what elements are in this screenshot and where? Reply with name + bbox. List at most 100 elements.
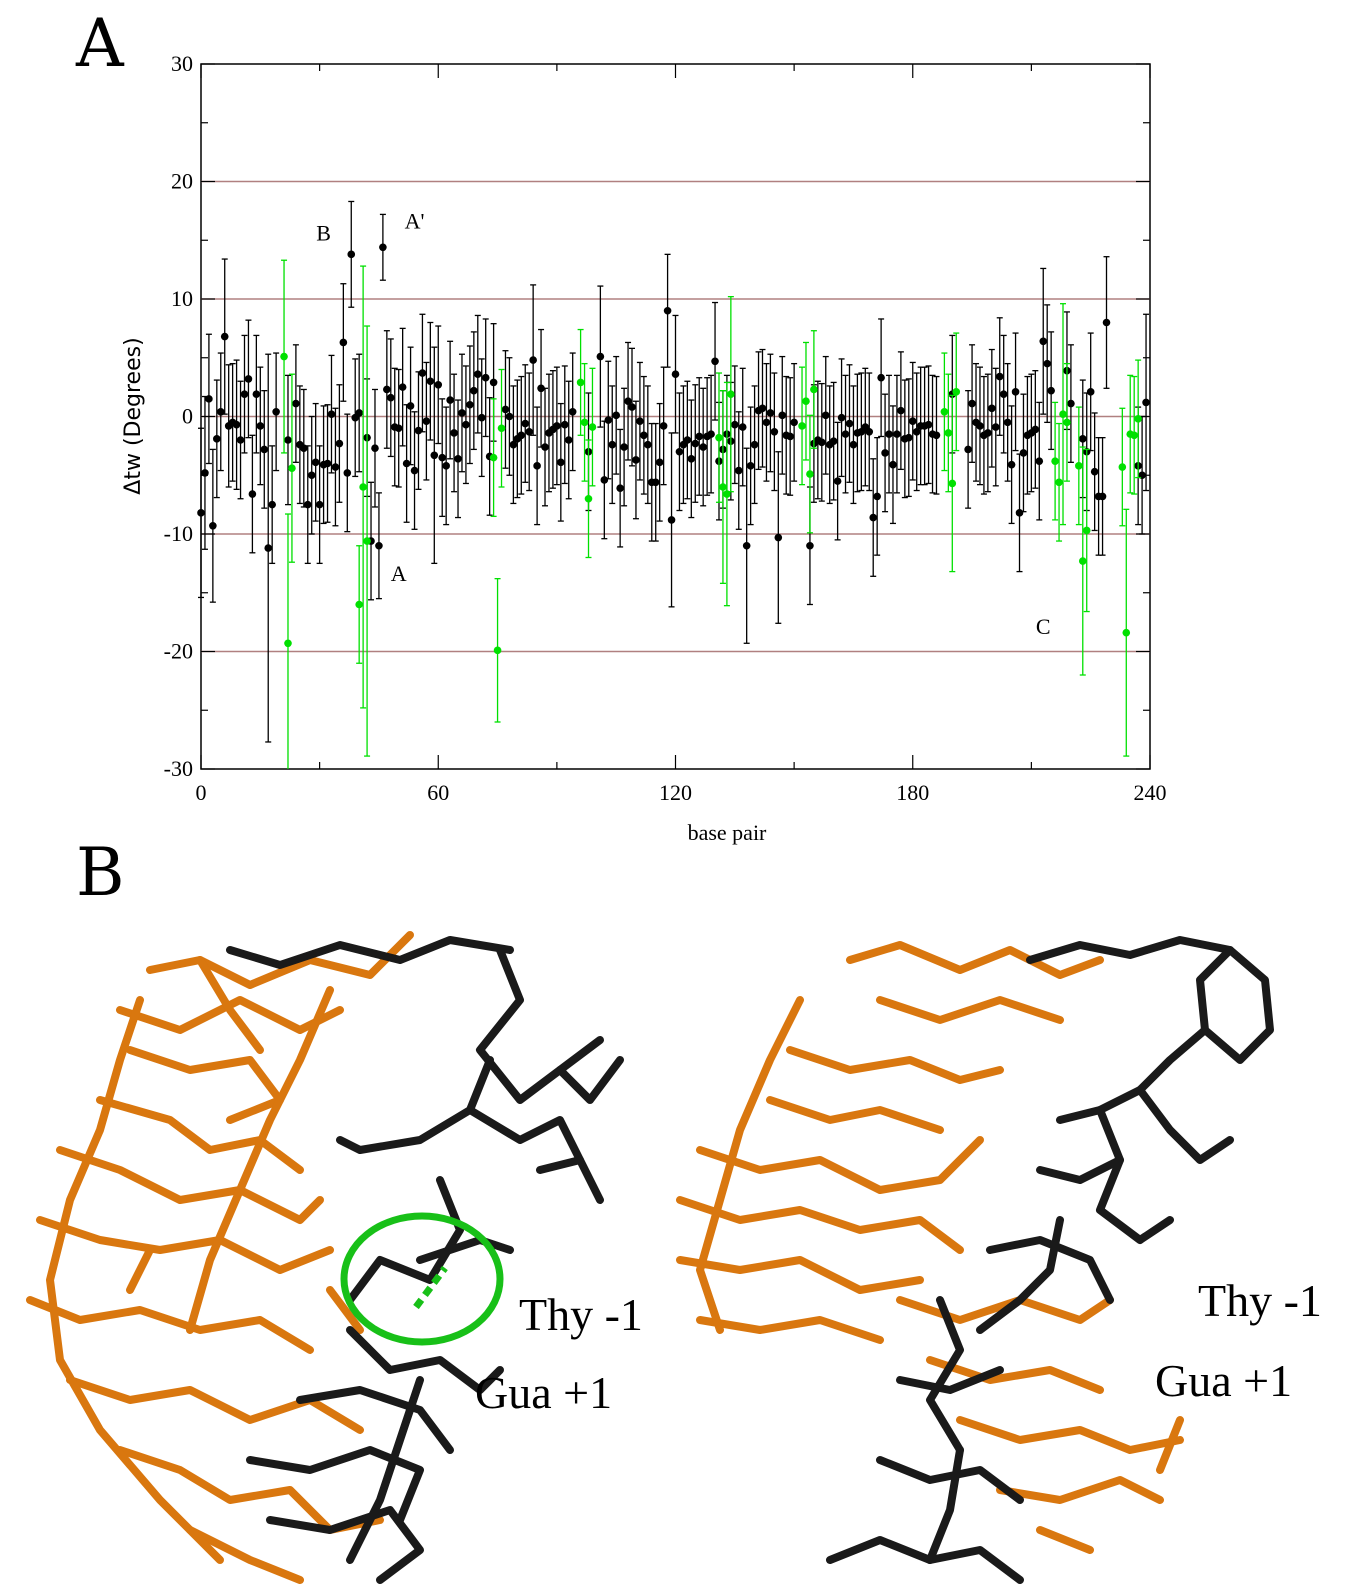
orange-bond [186,1526,304,1584]
black-data-point [912,427,921,436]
black-data-point [454,455,462,463]
orange-bond [786,1046,1004,1084]
black-data-point [252,390,261,398]
black-data-point [699,443,707,451]
black-data-point [355,409,363,417]
y-axis-title: Δtw (Degrees) [121,337,146,494]
black-data-point [869,513,878,522]
green-data-point [806,470,814,478]
green-data-point [1075,462,1083,470]
black-data-point [450,429,458,437]
black-data-point [762,418,771,427]
black-data-point [473,370,482,379]
black-data-point [1102,318,1111,327]
black-data-point [264,544,273,552]
black-data-point [596,352,605,361]
black-data-point [394,424,403,433]
dark-strand-right [826,936,1274,1584]
green-data-point [940,408,949,416]
orange-bond [126,1046,284,1124]
y-tick-label: 30 [171,51,193,76]
black-data-point [240,390,249,398]
black-data-point [564,436,573,444]
green-data-point [1059,410,1067,418]
black-data-point [1090,467,1099,476]
black-data-point [786,432,794,441]
dark-bond [1136,1086,1234,1164]
black-data-point [1031,425,1040,434]
dark-bond [466,1106,584,1174]
black-data-point [885,430,893,438]
black-data-point [881,449,889,457]
black-data-point [568,408,577,416]
orange-bond [696,1316,884,1344]
black-data-point [806,541,814,550]
orange-bond [876,996,1064,1024]
right-thy-label: Thy -1 [1198,1275,1322,1326]
dark-bond [336,1056,494,1154]
black-data-point [750,440,759,449]
black-data-point [663,306,672,315]
black-data-point [600,476,609,484]
orange-bond [956,1416,1184,1454]
green-data-point [359,483,367,491]
green-data-point [798,422,806,430]
orange-bond [46,996,224,1564]
black-data-point [470,386,478,395]
dark-bond [896,1366,1004,1394]
black-data-point [746,462,755,470]
green-data-point [355,600,363,609]
black-data-point [968,399,976,408]
black-data-point [466,400,474,409]
black-data-point [683,436,692,444]
hbond-dashed-line [413,1265,448,1310]
black-data-point [841,430,850,438]
orange-bond [186,986,334,1334]
orange-bond [696,996,804,1334]
green-data-point [802,397,810,406]
orange-strand-right [676,941,1184,1554]
black-data-point [821,411,830,420]
green-data-point [576,378,585,387]
black-data-point [734,466,743,475]
black-data-point [379,243,387,252]
green-data-point [1078,557,1087,565]
green-data-point [1082,526,1091,535]
x-tick-label: 180 [896,780,929,805]
black-data-point [644,440,652,449]
black-data-point [477,413,486,422]
dark-bond [556,1056,624,1204]
annotations: B A' A C [316,209,1050,639]
dna-structure-right [676,936,1274,1584]
black-data-point [256,422,265,430]
black-data-point [893,430,901,438]
black-data-point [908,417,917,426]
black-data-point [418,369,427,377]
x-tick-labels: 0 60 120 180 240 [196,780,1167,805]
orange-bond [126,956,364,1334]
black-data-point [829,437,838,445]
black-data-point [311,458,320,467]
black-data-point [774,533,783,542]
black-data-point [711,357,719,366]
green-data-point [1063,418,1071,427]
black-data-point [651,478,660,487]
orange-bond [66,1376,364,1434]
black-data-point [1011,388,1020,396]
y-tick-label: 0 [182,404,193,429]
x-tick-label: 0 [196,780,207,805]
annotation-label: B [316,220,331,245]
dark-bond [986,1236,1114,1304]
dark-bond [476,946,604,1104]
black-data-point [778,411,787,420]
black-data-point [991,423,1000,431]
black-data-point [632,456,640,464]
dark-bond [1196,946,1274,1064]
black-data-point [766,409,775,417]
green-data-point [948,479,957,488]
black-data-point [1043,359,1051,368]
dna-structure-left [26,931,624,1584]
black-data-point [220,332,229,341]
orange-bond [696,1136,984,1194]
black-data-point [636,417,644,426]
